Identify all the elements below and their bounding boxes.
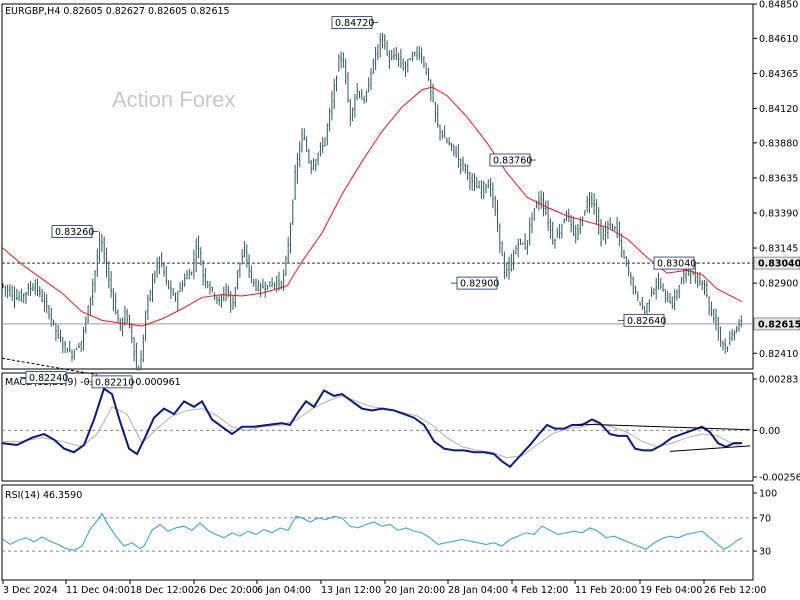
time-tick-label: 28 Jan 04:00 bbox=[448, 585, 508, 596]
price-tick-label: 0.83635 bbox=[759, 173, 798, 184]
time-tick-label: 26 Dec 20:00 bbox=[194, 585, 258, 596]
reference-price-box bbox=[753, 256, 800, 270]
rsi-title: RSI(14) 46.3590 bbox=[5, 490, 82, 501]
rsi-tick-label: 30 bbox=[759, 547, 771, 558]
macd-trendline bbox=[669, 445, 751, 452]
time-tick-label: 6 Jan 04:00 bbox=[257, 585, 311, 596]
price-tick-label: 0.82900 bbox=[759, 279, 798, 290]
panel-frame-1 bbox=[1, 3, 754, 370]
reference-price-label: 0.82615 bbox=[758, 319, 800, 330]
rsi-tick-label: 70 bbox=[759, 513, 771, 524]
time-tick-label: 26 Feb 12:00 bbox=[704, 585, 766, 596]
price-tick-label: 0.83390 bbox=[759, 208, 798, 219]
time-tick-label: 3 Dec 2024 bbox=[3, 585, 58, 596]
swing-level-label: 0.83260 bbox=[55, 227, 94, 238]
macd-tick-label: 0.00283 bbox=[759, 375, 798, 386]
support-trendline bbox=[1, 357, 98, 376]
swing-level-label: 0.82900 bbox=[460, 279, 499, 290]
reference-price-box bbox=[753, 317, 800, 331]
watermark: Action Forex bbox=[112, 87, 236, 112]
macd-main-line bbox=[1, 387, 742, 469]
macd-tick-label: 0.00 bbox=[759, 426, 780, 437]
time-tick-label: 19 Feb 04:00 bbox=[640, 585, 702, 596]
price-tick-label: 0.84850 bbox=[759, 0, 798, 11]
rsi-tick-label: 100 bbox=[759, 489, 777, 500]
moving-average-line bbox=[1, 86, 743, 327]
price-tick-label: 0.83145 bbox=[759, 244, 798, 255]
time-tick-label: 13 Jan 12:00 bbox=[321, 585, 381, 596]
price-tick-label: 0.84120 bbox=[759, 104, 798, 115]
swing-level-label: 0.82640 bbox=[627, 316, 666, 327]
price-tick-label: 0.82410 bbox=[759, 349, 798, 360]
time-tick-label: 11 Dec 04:00 bbox=[66, 585, 130, 596]
time-tick-label: 4 Feb 12:00 bbox=[512, 585, 568, 596]
panel-frame-3 bbox=[1, 484, 754, 581]
chart-title: EURGBP,H4 0.82605 0.82627 0.82605 0.8261… bbox=[5, 6, 230, 17]
price-tick-label: 0.83880 bbox=[759, 138, 798, 149]
reference-price-label: 0.83040 bbox=[758, 259, 800, 270]
time-tick-label: 18 Dec 12:00 bbox=[130, 585, 194, 596]
macd-tick-label: -0.002563 bbox=[759, 473, 800, 484]
price-tick-label: 0.84365 bbox=[759, 69, 798, 80]
rsi-line bbox=[1, 512, 743, 551]
time-tick-label: 11 Feb 20:00 bbox=[575, 585, 637, 596]
panel-frame-2 bbox=[1, 372, 754, 482]
swing-level-label: 0.84720 bbox=[335, 18, 374, 29]
swing-level-label: 0.83040 bbox=[657, 259, 696, 270]
swing-level-label: 0.82210 bbox=[95, 377, 134, 388]
swing-level-label: 0.82240 bbox=[29, 373, 68, 384]
price-tick-label: 0.84610 bbox=[759, 34, 798, 45]
macd-trendline bbox=[579, 423, 751, 431]
swing-level-label: 0.83760 bbox=[493, 156, 532, 167]
time-tick-label: 20 Jan 20:00 bbox=[385, 585, 445, 596]
